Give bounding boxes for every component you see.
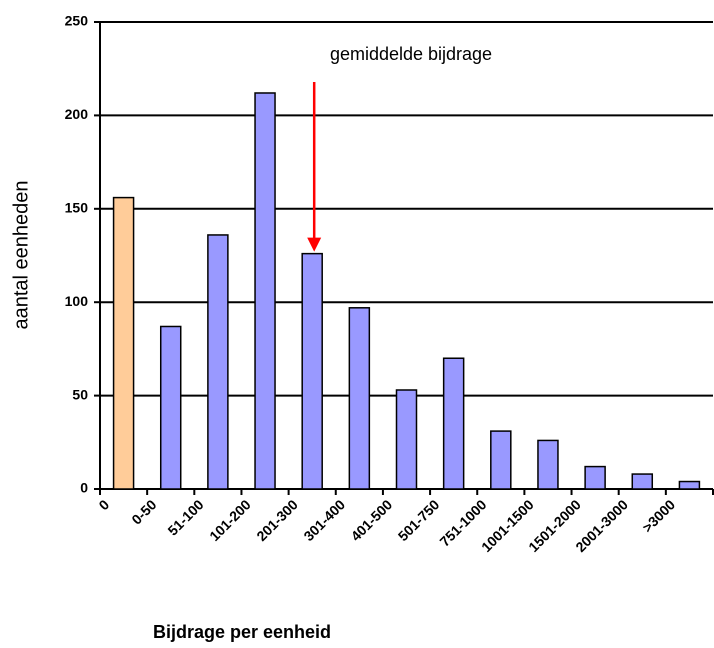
y-axis-title: aantal eenheden (10, 180, 32, 329)
bar (490, 430, 512, 490)
x-tick-label: 101-200 (206, 496, 254, 544)
x-tick-label: >3000 (639, 496, 678, 535)
bar (112, 196, 135, 490)
bar (395, 389, 418, 490)
bar (584, 465, 606, 490)
y-tick-label: 100 (65, 293, 89, 309)
annotation: gemiddelde bijdrage (330, 44, 492, 64)
x-tick-label: 501-750 (395, 496, 443, 544)
bar (207, 234, 229, 490)
bar (254, 92, 276, 490)
y-tick-label: 250 (65, 13, 89, 29)
x-tick-label: 301-400 (300, 496, 348, 544)
x-tick-label: 51-100 (164, 496, 206, 538)
x-tick-label: 201-300 (253, 496, 301, 544)
x-axis-title: Bijdrage per eenheid (153, 622, 331, 642)
y-tick-label: 50 (72, 386, 88, 402)
y-tick-label: 200 (65, 106, 89, 122)
x-tick-label: 0 (95, 496, 112, 513)
x-tick-label: 401-500 (348, 496, 396, 544)
bar (348, 307, 371, 490)
bar (537, 439, 559, 490)
bar (159, 325, 182, 490)
bar (631, 473, 654, 490)
y-tick-label: 150 (65, 200, 89, 216)
bar (301, 252, 323, 490)
bar (442, 357, 465, 490)
x-tick-label: 0-50 (128, 496, 159, 527)
bar (678, 480, 701, 490)
arrow-head (307, 237, 322, 252)
y-tick-label: 0 (80, 480, 88, 496)
